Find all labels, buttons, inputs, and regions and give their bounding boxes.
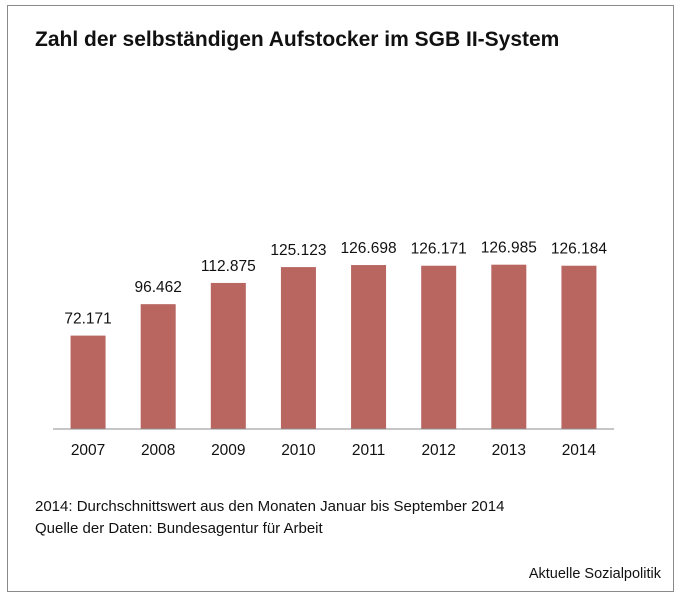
value-label-2008: 96.462 [134,279,181,296]
bar-2013 [491,264,527,429]
chart-title: Zahl der selbständigen Aufstocker im SGB… [35,28,560,51]
x-tick-label-2014: 2014 [562,442,597,459]
value-label-2011: 126.698 [341,240,397,257]
value-label-2014: 126.184 [551,241,607,258]
value-label-2010: 125.123 [270,242,326,259]
footnote-source: Quelle der Daten: Bundesagentur für Arbe… [35,520,323,537]
x-tick-label-2009: 2009 [211,442,245,459]
bar-2012 [421,265,457,429]
footnote-average: 2014: Durchschnittswert aus den Monaten … [35,498,505,515]
bar-2011 [351,265,387,429]
x-tick-label-2013: 2013 [492,442,526,459]
value-label-2013: 126.985 [481,240,537,257]
bar-2010 [280,267,316,429]
x-tick-label-2007: 2007 [71,442,105,459]
bar-2009 [210,282,246,429]
bar-2007 [70,335,106,429]
bar-2014 [561,265,597,429]
bar-2008 [140,304,176,429]
x-tick-label-2012: 2012 [421,442,455,459]
x-tick-label-2011: 2011 [352,442,385,459]
value-label-2012: 126.171 [411,241,467,258]
x-tick-label-2010: 2010 [281,442,316,459]
value-label-2007: 72.171 [64,311,111,328]
publisher-label: Aktuelle Sozialpolitik [528,566,661,582]
x-tick-label-2008: 2008 [141,442,175,459]
value-label-2009: 112.875 [201,258,256,275]
